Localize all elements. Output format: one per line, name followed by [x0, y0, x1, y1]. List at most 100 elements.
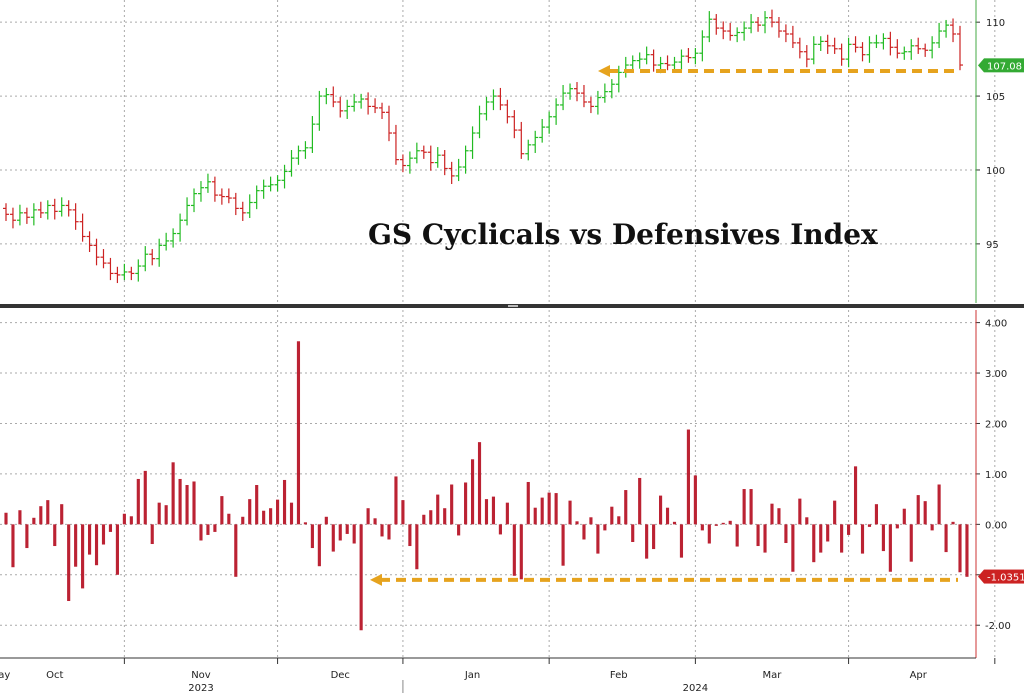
- ohlc-bar: [692, 48, 699, 65]
- panel-splitter-handle: [508, 305, 518, 307]
- month-label-apr: Apr: [910, 670, 928, 681]
- return-bar: [519, 524, 523, 580]
- return-bar: [143, 470, 147, 525]
- return-bar: [791, 524, 795, 572]
- ohlc-bar: [204, 173, 211, 193]
- return-bar: [805, 517, 809, 525]
- return-bar: [679, 524, 684, 558]
- return-bar: [366, 508, 370, 525]
- ohlc-bar: [497, 87, 504, 111]
- return-bar: [867, 524, 872, 527]
- return-bar: [429, 510, 433, 525]
- return-bar: [310, 524, 314, 549]
- return-bar: [157, 502, 161, 525]
- ohlc-bar: [65, 200, 72, 217]
- ohlc-bar: [762, 11, 769, 34]
- ohlc-bar: [713, 14, 720, 35]
- ohlc-bar: [560, 84, 567, 111]
- ohlc-bar: [664, 55, 671, 71]
- ohlc-bar: [274, 175, 281, 192]
- ohlc-bar: [608, 79, 615, 99]
- return-bar: [324, 516, 328, 525]
- badge-text: -1.0351: [987, 573, 1024, 584]
- price-ytick-label: 95: [986, 240, 999, 251]
- badge-box: [984, 58, 1024, 73]
- ohlc-bar: [441, 150, 448, 176]
- ohlc-bar: [218, 188, 225, 205]
- badge-pointer: [978, 569, 984, 584]
- ohlc-bar: [546, 111, 553, 134]
- ohlc-bar: [79, 213, 86, 242]
- ohlc-bar: [950, 18, 957, 43]
- ohlc-bar: [587, 96, 594, 114]
- return-bar: [394, 476, 398, 525]
- return-bar: [770, 503, 774, 525]
- return-bar: [672, 521, 677, 525]
- return-bar: [777, 508, 781, 525]
- ohlc-bar: [58, 197, 65, 217]
- ohlc-bar: [796, 37, 803, 59]
- return-bar: [659, 495, 663, 525]
- return-bar: [94, 524, 99, 566]
- return-bar: [547, 492, 551, 525]
- ohlc-bar: [177, 213, 184, 242]
- ohlc-bar: [281, 164, 288, 189]
- ohlc-bar: [469, 126, 476, 159]
- price-last-badge: 107.08: [978, 58, 1024, 73]
- return-bar: [282, 479, 287, 525]
- return-bar: [568, 500, 572, 525]
- return-bar: [833, 500, 837, 525]
- return-bar: [735, 524, 739, 547]
- return-bar: [129, 516, 133, 525]
- ohlc-bar: [817, 36, 824, 51]
- ohlc-bar: [699, 30, 706, 62]
- ohlc-bar: [476, 105, 483, 139]
- ohlc-bar: [504, 99, 511, 124]
- ohlc-bar: [44, 200, 51, 220]
- return-bar: [742, 489, 746, 525]
- return-bar: [450, 484, 454, 525]
- ohlc-bar: [420, 145, 427, 159]
- return-bar: [359, 524, 363, 631]
- badge-pointer: [978, 58, 984, 73]
- return-bar: [136, 478, 140, 525]
- return-bar: [693, 475, 697, 525]
- return-bar: [206, 524, 210, 535]
- return-bar: [60, 504, 64, 525]
- ohlc-bar: [580, 84, 587, 108]
- price-ytick-label: 100: [986, 166, 1005, 177]
- ohlc-bar: [810, 36, 817, 65]
- return-bar: [380, 524, 384, 537]
- ohlc-bar: [455, 158, 462, 182]
- ohlc-bar: [149, 249, 156, 266]
- ohlc-bar: [253, 185, 260, 210]
- ohlc-bar: [239, 201, 246, 221]
- ohlc-bar: [622, 56, 629, 78]
- return-bar: [303, 522, 307, 525]
- returns-ytick-label: 2.00: [985, 419, 1007, 430]
- return-bar: [603, 524, 607, 531]
- return-bar: [958, 524, 962, 573]
- ohlc-bar: [922, 43, 929, 57]
- price-ytick-label: 105: [986, 92, 1005, 103]
- return-bar: [505, 502, 509, 525]
- ohlc-bar: [636, 52, 643, 69]
- month-label-feb: Feb: [610, 670, 628, 681]
- ohlc-bar: [901, 46, 908, 60]
- ohlc-bar: [936, 22, 943, 49]
- return-bar: [317, 524, 321, 567]
- return-bar: [484, 499, 489, 525]
- returns-last-badge: -1.0351: [978, 569, 1024, 584]
- return-bar: [401, 500, 405, 525]
- ohlc-bar: [344, 99, 351, 119]
- ohlc-bar: [51, 198, 58, 220]
- return-bar: [812, 524, 816, 563]
- return-bar: [81, 524, 85, 589]
- return-bar: [909, 524, 913, 562]
- return-bar: [18, 510, 22, 525]
- return-bar: [652, 524, 656, 550]
- return-bar: [721, 522, 725, 525]
- ohlc-bar: [309, 116, 316, 153]
- ohlc-bar: [365, 92, 372, 115]
